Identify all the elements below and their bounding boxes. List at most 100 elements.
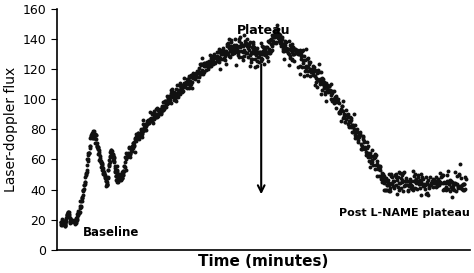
Point: [217, 57, 225, 61]
Point: [155, 111, 163, 115]
Point: [272, 28, 279, 32]
Point: [301, 74, 308, 78]
Point: [248, 45, 255, 50]
Point: [110, 159, 118, 164]
Point: [228, 38, 235, 42]
Point: [139, 118, 147, 122]
Point: [422, 175, 429, 179]
Point: [312, 76, 320, 80]
Point: [156, 110, 164, 114]
Point: [97, 159, 105, 163]
Point: [385, 172, 392, 176]
Point: [421, 187, 429, 192]
Point: [191, 72, 199, 76]
Point: [439, 188, 447, 192]
Point: [272, 40, 280, 44]
Point: [73, 218, 81, 223]
Point: [110, 160, 118, 164]
Point: [453, 182, 460, 186]
Point: [357, 146, 365, 151]
Point: [299, 49, 306, 53]
Point: [172, 97, 179, 101]
Point: [459, 181, 467, 186]
Point: [216, 50, 223, 54]
Point: [308, 69, 316, 73]
Point: [133, 135, 141, 139]
Point: [86, 146, 94, 151]
Point: [195, 66, 203, 70]
Point: [183, 81, 191, 85]
Point: [142, 121, 150, 126]
Point: [106, 150, 114, 154]
Point: [78, 195, 86, 200]
Point: [236, 39, 243, 43]
Point: [373, 163, 380, 167]
Point: [104, 176, 111, 180]
Point: [415, 181, 423, 186]
Point: [99, 165, 106, 169]
Point: [247, 51, 255, 55]
Point: [73, 217, 80, 221]
Point: [282, 48, 289, 52]
Point: [203, 62, 211, 67]
Point: [74, 209, 82, 213]
Point: [424, 177, 432, 182]
Point: [116, 176, 123, 181]
Point: [326, 84, 333, 88]
Point: [419, 184, 427, 188]
Point: [83, 157, 91, 161]
Point: [270, 35, 278, 39]
Point: [101, 173, 109, 178]
Point: [223, 42, 231, 46]
Point: [132, 135, 140, 139]
Point: [201, 60, 209, 65]
Point: [387, 171, 395, 176]
Point: [420, 181, 428, 186]
Point: [132, 139, 140, 143]
Point: [353, 134, 360, 138]
Point: [292, 51, 300, 55]
Point: [336, 109, 344, 114]
Point: [287, 48, 294, 52]
Point: [276, 41, 284, 45]
Point: [231, 48, 239, 52]
Point: [76, 210, 83, 215]
Point: [162, 105, 170, 109]
Point: [144, 118, 152, 122]
Point: [102, 184, 110, 188]
Point: [132, 132, 139, 137]
Point: [386, 188, 393, 193]
Point: [318, 79, 326, 84]
Point: [302, 64, 310, 68]
Point: [329, 97, 337, 101]
Point: [366, 155, 374, 159]
Point: [205, 63, 213, 68]
Point: [198, 62, 205, 66]
Point: [137, 134, 144, 139]
Point: [279, 49, 287, 53]
Point: [346, 114, 354, 119]
Point: [258, 51, 266, 56]
Point: [84, 156, 91, 161]
Point: [217, 52, 224, 57]
Point: [274, 36, 282, 40]
Point: [98, 165, 105, 169]
Point: [194, 69, 202, 73]
Point: [106, 154, 114, 158]
Point: [289, 52, 297, 56]
Point: [367, 160, 374, 165]
Point: [117, 176, 125, 180]
Point: [380, 173, 387, 178]
Point: [332, 106, 339, 110]
Point: [429, 179, 437, 184]
Point: [337, 111, 344, 115]
Point: [153, 115, 160, 119]
Point: [399, 173, 406, 177]
Point: [261, 45, 268, 50]
Point: [77, 198, 85, 203]
Point: [64, 210, 72, 215]
Point: [58, 222, 65, 227]
Point: [415, 179, 422, 183]
Point: [82, 175, 89, 179]
Point: [65, 214, 73, 219]
